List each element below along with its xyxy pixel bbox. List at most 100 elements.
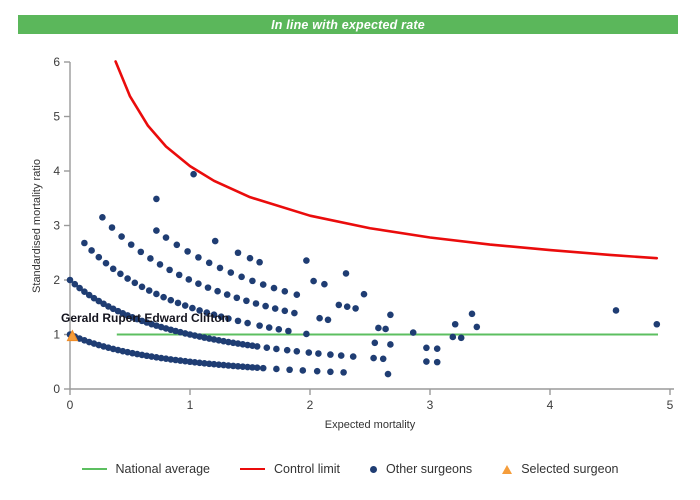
- other-surgeon-point[interactable]: [234, 362, 242, 370]
- other-surgeon-point[interactable]: [81, 288, 88, 295]
- other-surgeon-point[interactable]: [409, 329, 417, 336]
- other-surgeon-point[interactable]: [263, 344, 271, 351]
- other-surgeon-point[interactable]: [109, 265, 117, 273]
- other-surgeon-point[interactable]: [612, 307, 620, 314]
- other-surgeon-point[interactable]: [186, 358, 194, 366]
- other-surgeon-point[interactable]: [85, 291, 93, 299]
- other-surgeon-point[interactable]: [433, 358, 441, 366]
- other-surgeon-point[interactable]: [352, 305, 359, 312]
- other-surgeon-point[interactable]: [244, 363, 251, 371]
- other-surgeon-point[interactable]: [227, 269, 235, 276]
- other-surgeon-point[interactable]: [423, 358, 430, 365]
- other-surgeon-point[interactable]: [234, 249, 242, 257]
- other-surgeon-point[interactable]: [342, 270, 350, 277]
- other-surgeon-point[interactable]: [343, 303, 351, 310]
- other-surgeon-point[interactable]: [138, 283, 146, 291]
- other-surgeon-point[interactable]: [265, 324, 273, 331]
- other-surgeon-point[interactable]: [95, 253, 103, 261]
- other-surgeon-point[interactable]: [173, 241, 181, 249]
- other-surgeon-point[interactable]: [153, 195, 160, 203]
- other-surgeon-point[interactable]: [71, 280, 79, 288]
- other-surgeon-point[interactable]: [281, 288, 289, 295]
- other-surgeon-point[interactable]: [433, 345, 441, 353]
- other-surgeon-point[interactable]: [76, 284, 83, 292]
- other-surgeon-point[interactable]: [229, 362, 237, 370]
- other-surgeon-point[interactable]: [262, 302, 269, 310]
- other-surgeon-point[interactable]: [153, 227, 160, 234]
- other-surgeon-point[interactable]: [305, 349, 313, 356]
- other-surgeon-point[interactable]: [124, 275, 131, 282]
- other-surgeon-point[interactable]: [162, 234, 170, 241]
- other-surgeon-point[interactable]: [270, 284, 278, 292]
- other-surgeon-point[interactable]: [215, 361, 223, 368]
- other-surgeon-point[interactable]: [90, 294, 98, 302]
- other-surgeon-point[interactable]: [273, 345, 280, 353]
- other-surgeon-point[interactable]: [244, 341, 251, 349]
- other-surgeon-point[interactable]: [127, 241, 135, 248]
- other-surgeon-point[interactable]: [153, 290, 160, 298]
- other-surgeon-point[interactable]: [246, 254, 254, 262]
- other-surgeon-point[interactable]: [335, 301, 343, 309]
- other-surgeon-point[interactable]: [156, 261, 164, 268]
- other-surgeon-point[interactable]: [449, 333, 457, 341]
- other-surgeon-point[interactable]: [117, 270, 124, 278]
- other-surgeon-point[interactable]: [95, 297, 103, 305]
- other-surgeon-point[interactable]: [423, 344, 430, 352]
- other-surgeon-point[interactable]: [181, 302, 189, 309]
- other-surgeon-point[interactable]: [259, 364, 267, 372]
- other-surgeon-point[interactable]: [118, 233, 125, 240]
- other-surgeon-point[interactable]: [384, 370, 392, 378]
- other-surgeon-point[interactable]: [184, 248, 191, 255]
- other-surgeon-point[interactable]: [233, 294, 241, 302]
- other-surgeon-point[interactable]: [286, 366, 293, 374]
- other-surgeon-point[interactable]: [167, 296, 175, 304]
- other-surgeon-point[interactable]: [108, 224, 116, 231]
- selected-surgeon-point[interactable]: [66, 329, 79, 342]
- other-surgeon-point[interactable]: [382, 325, 389, 333]
- other-surgeon-point[interactable]: [451, 320, 459, 328]
- other-surgeon-point[interactable]: [185, 276, 193, 283]
- other-surgeon-point[interactable]: [291, 309, 298, 317]
- other-surgeon-point[interactable]: [234, 317, 242, 325]
- other-surgeon-point[interactable]: [131, 279, 139, 287]
- other-surgeon-point[interactable]: [310, 277, 317, 285]
- other-surgeon-point[interactable]: [285, 327, 292, 335]
- other-surgeon-point[interactable]: [181, 357, 189, 365]
- other-surgeon-point[interactable]: [88, 247, 95, 254]
- other-surgeon-point[interactable]: [281, 307, 289, 315]
- other-surgeon-point[interactable]: [387, 311, 394, 319]
- other-surgeon-point[interactable]: [337, 352, 345, 359]
- other-surgeon-point[interactable]: [203, 309, 211, 316]
- other-surgeon-point[interactable]: [190, 170, 197, 178]
- other-surgeon-point[interactable]: [313, 367, 321, 375]
- other-surgeon-point[interactable]: [303, 330, 310, 338]
- other-surgeon-point[interactable]: [217, 313, 225, 320]
- other-surgeon-point[interactable]: [189, 304, 196, 312]
- other-surgeon-point[interactable]: [210, 311, 218, 318]
- other-surgeon-point[interactable]: [273, 365, 280, 373]
- other-surgeon-point[interactable]: [327, 351, 334, 358]
- other-surgeon-point[interactable]: [371, 339, 379, 347]
- other-surgeon-point[interactable]: [243, 297, 250, 305]
- other-surgeon-point[interactable]: [238, 273, 245, 281]
- other-surgeon-point[interactable]: [252, 300, 260, 307]
- other-surgeon-point[interactable]: [275, 326, 283, 333]
- other-surgeon-point[interactable]: [175, 271, 183, 279]
- other-surgeon-point[interactable]: [249, 364, 256, 371]
- other-surgeon-point[interactable]: [211, 237, 219, 245]
- other-surgeon-point[interactable]: [172, 356, 179, 364]
- other-surgeon-point[interactable]: [216, 264, 224, 272]
- other-surgeon-point[interactable]: [324, 316, 332, 324]
- other-surgeon-point[interactable]: [259, 281, 267, 288]
- other-surgeon-point[interactable]: [375, 324, 382, 332]
- other-surgeon-point[interactable]: [201, 359, 208, 367]
- other-surgeon-point[interactable]: [195, 254, 202, 261]
- other-surgeon-point[interactable]: [66, 276, 74, 284]
- other-surgeon-point[interactable]: [387, 341, 394, 348]
- other-surgeon-point[interactable]: [214, 287, 221, 295]
- other-surgeon-point[interactable]: [145, 287, 153, 294]
- other-surgeon-point[interactable]: [210, 360, 218, 368]
- other-surgeon-point[interactable]: [321, 280, 328, 288]
- other-surgeon-point[interactable]: [137, 248, 145, 256]
- other-surgeon-point[interactable]: [349, 353, 357, 360]
